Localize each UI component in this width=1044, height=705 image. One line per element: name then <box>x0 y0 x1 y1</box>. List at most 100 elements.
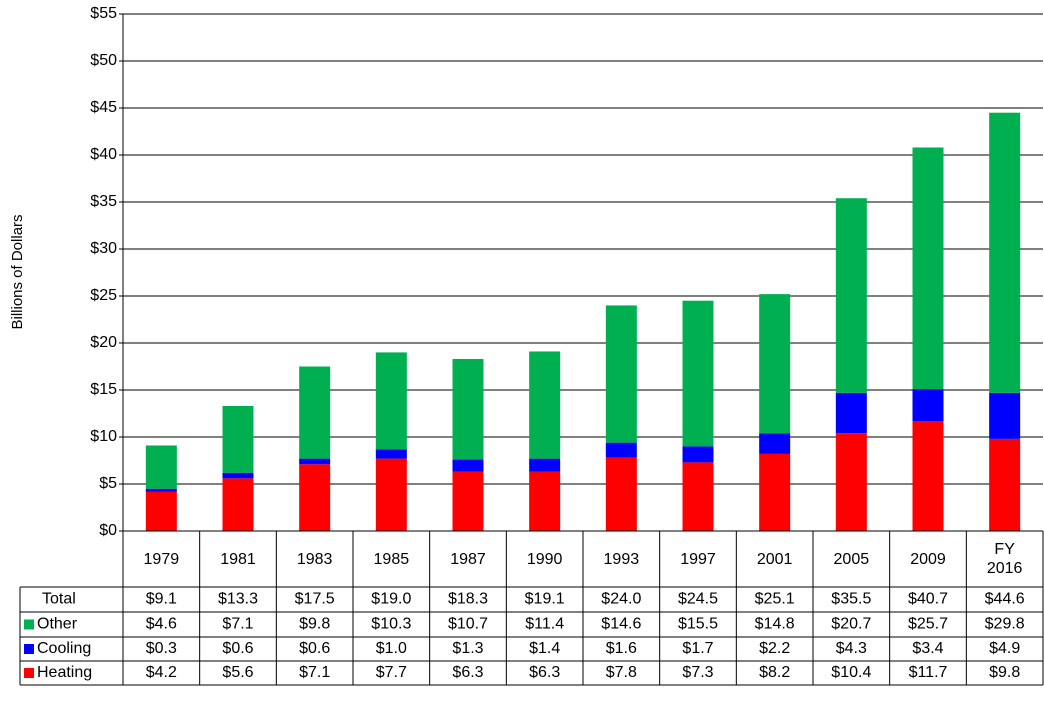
bar-segment <box>452 471 484 531</box>
y-tick-label: $10 <box>90 428 117 445</box>
table-value: $10.4 <box>831 664 871 681</box>
bar-segment <box>989 392 1021 439</box>
bar-segment <box>145 445 177 489</box>
table-value: $14.8 <box>755 616 795 633</box>
x-tick-text: 2009 <box>910 550 946 568</box>
table-value: $18.3 <box>448 591 488 608</box>
table-value: $6.3 <box>452 664 483 681</box>
table-value: $4.2 <box>146 664 177 681</box>
x-tick-label: 1981 <box>200 531 277 587</box>
x-tick-label: 1997 <box>660 531 737 587</box>
bar-segment <box>912 147 944 390</box>
x-tick-label: 1979 <box>123 531 200 587</box>
x-tick-text: 1983 <box>296 550 333 568</box>
table-value: $11.7 <box>909 664 948 681</box>
table-value: $4.6 <box>146 616 177 633</box>
bar-segment <box>682 300 714 447</box>
table-value: $4.9 <box>989 640 1020 657</box>
bar-segment <box>989 438 1021 531</box>
table-value: $7.1 <box>222 616 253 633</box>
table-value: $13.3 <box>218 591 258 608</box>
x-tick-label: 2009 <box>890 531 967 587</box>
bar-segment <box>605 442 637 458</box>
x-tick-text: 1979 <box>143 550 180 568</box>
bar-segment <box>145 488 177 492</box>
y-tick-label: $0 <box>99 522 117 539</box>
y-tick-label: $40 <box>90 146 117 163</box>
bar-segment <box>299 458 331 465</box>
legend-swatch <box>24 668 34 678</box>
bar-segment <box>375 449 407 459</box>
table-value: $25.7 <box>908 616 948 633</box>
bar-segment <box>759 453 791 531</box>
table-value: $24.5 <box>678 591 718 608</box>
table-value: $7.8 <box>606 664 637 681</box>
x-tick-text: FY 2016 <box>986 541 1023 577</box>
legend-swatch <box>24 619 34 630</box>
table-value: $24.0 <box>601 591 641 608</box>
x-tick-text: 1985 <box>373 550 410 568</box>
table-value: $3.4 <box>912 640 943 657</box>
bar-segment <box>529 471 561 531</box>
x-tick-label: 1987 <box>430 531 507 587</box>
table-value: $1.0 <box>376 640 407 657</box>
table-value: $15.5 <box>678 616 718 633</box>
x-tick-label: 1990 <box>506 531 583 587</box>
x-tick-text: 1987 <box>450 550 486 568</box>
bar-segment <box>835 198 867 393</box>
legend-label: Other <box>37 616 78 633</box>
bar-segment <box>375 352 407 450</box>
table-value: $1.7 <box>682 640 713 657</box>
y-tick-label: $15 <box>90 381 117 398</box>
x-tick-text: 1993 <box>603 550 640 568</box>
bar-segment <box>912 421 944 531</box>
legend-label: Cooling <box>37 640 91 657</box>
table-value: $19.0 <box>371 591 411 608</box>
legend-swatch <box>24 644 34 654</box>
bar-segment <box>682 462 714 531</box>
bar-segment <box>145 491 177 531</box>
table-value: $10.3 <box>371 616 411 633</box>
bar-segment <box>299 366 331 459</box>
x-tick-text: 1981 <box>220 550 256 568</box>
y-tick-label: $55 <box>90 5 117 22</box>
y-tick-label: $50 <box>90 52 117 69</box>
legend-label: Heating <box>37 664 92 681</box>
table-value: $40.7 <box>908 591 948 608</box>
x-tick-label: 2005 <box>813 531 890 587</box>
table-value: $35.5 <box>831 591 871 608</box>
bar-segment <box>605 457 637 531</box>
y-tick-label: $20 <box>90 334 117 351</box>
table-value: $0.3 <box>146 640 177 657</box>
x-tick-text: 1990 <box>526 550 563 568</box>
bar-segment <box>759 294 791 434</box>
y-axis-label: Billions of Dollars <box>9 214 26 329</box>
y-tick-label: $45 <box>90 99 117 116</box>
x-tick-label: 1993 <box>583 531 660 587</box>
table-value: $9.1 <box>146 591 177 608</box>
table-value: $29.8 <box>985 616 1025 633</box>
table-value: $25.1 <box>755 591 795 608</box>
bar-segment <box>375 458 407 531</box>
table-value: $10.7 <box>448 616 488 633</box>
table-value: $1.6 <box>606 640 637 657</box>
x-tick-text: 2005 <box>833 550 870 568</box>
bar-segment <box>222 405 254 473</box>
table-value: $8.2 <box>759 664 790 681</box>
table-value: $5.6 <box>222 664 253 681</box>
table-value: $7.7 <box>376 664 407 681</box>
bar-segment <box>222 472 254 479</box>
y-tick-label: $30 <box>90 240 117 257</box>
table-value: $2.2 <box>759 640 790 657</box>
table-value: $1.3 <box>452 640 483 657</box>
legend-label: Total <box>42 591 76 608</box>
x-tick-text: 2001 <box>756 550 793 568</box>
y-tick-label: $5 <box>99 475 117 492</box>
table-value: $44.6 <box>985 591 1025 608</box>
y-tick-label: $35 <box>90 193 117 210</box>
table-value: $7.3 <box>682 664 713 681</box>
table-value: $11.4 <box>525 616 564 633</box>
table-value: $7.1 <box>299 664 330 681</box>
y-tick-label: $25 <box>90 287 117 304</box>
